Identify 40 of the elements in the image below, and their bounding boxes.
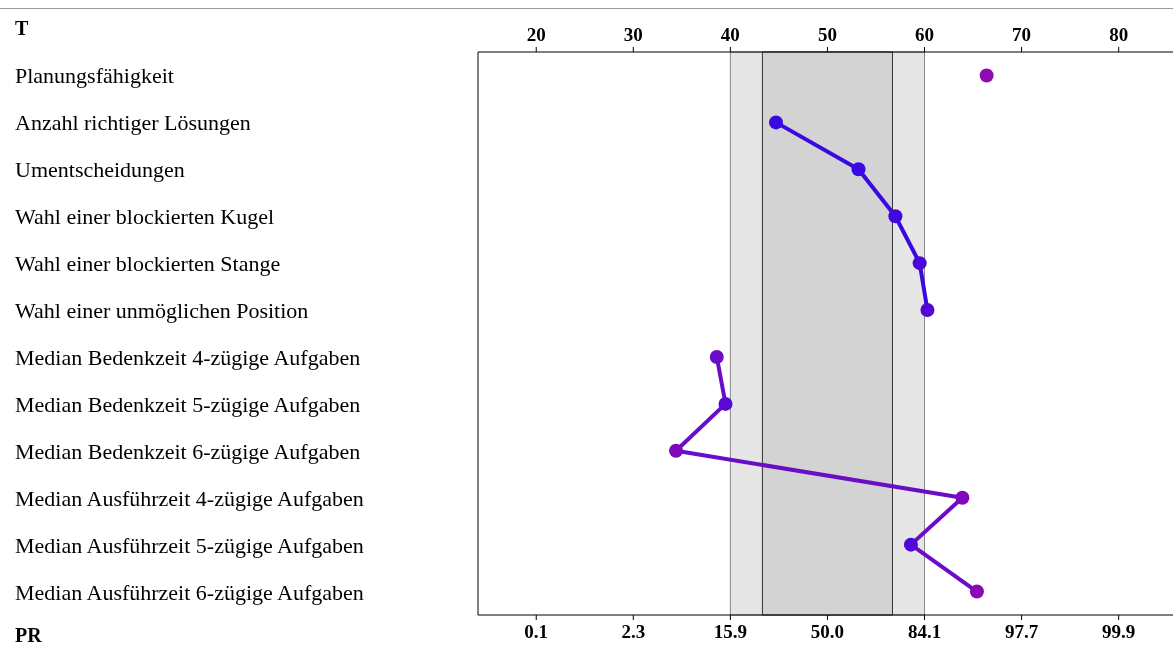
point	[969, 584, 984, 599]
x-tick-label: 40	[720, 24, 740, 45]
point	[920, 303, 935, 318]
y-tick-label: Wahl einer blockierten Stange	[15, 251, 281, 277]
text: 99.9	[1102, 621, 1136, 642]
y-tick-label: Anzahl richtiger Lösungen	[15, 110, 251, 136]
point	[955, 490, 970, 505]
point	[718, 396, 733, 411]
text: 97.7	[1004, 621, 1039, 642]
point	[769, 115, 783, 130]
text: PR	[15, 624, 42, 647]
text: 84.1	[907, 621, 942, 642]
x-tick-label: 60	[915, 24, 935, 45]
point	[851, 162, 866, 177]
text: 0.1	[524, 621, 549, 642]
x-tick-label: 80	[1109, 24, 1129, 45]
y-tick-label: Median Bedenkzeit 5-zügige Aufgaben	[15, 391, 361, 417]
text: 2.3	[621, 621, 646, 642]
text: 15.9	[713, 621, 747, 642]
y-tick-label: Median Ausführzeit 6-zügige Aufgaben	[15, 579, 364, 605]
x-axis-title: T	[15, 17, 29, 40]
point	[669, 443, 684, 458]
point	[888, 209, 903, 224]
y-tick-label: Median Bedenkzeit 6-zügige Aufgaben	[15, 438, 361, 464]
y-tick-label: Wahl einer unmöglichen Position	[15, 298, 309, 324]
y-tick-label: Median Bedenkzeit 4-zügige Aufgaben	[15, 344, 361, 370]
y-tick-label: Median Ausführzeit 4-zügige Aufgaben	[15, 485, 364, 511]
x-tick-label: 70	[1012, 24, 1032, 45]
x-tick-label: 20	[526, 24, 546, 45]
y-tick-label: Median Ausführzeit 5-zügige Aufgaben	[15, 532, 364, 558]
y-tick-label: Planungsfähigkeit	[15, 63, 174, 89]
text: 50.0	[810, 621, 845, 642]
point	[903, 537, 918, 552]
point	[979, 68, 994, 83]
y-tick-label: Umentscheidungen	[15, 157, 185, 183]
point	[709, 349, 724, 364]
y-tick-label: Wahl einer blockierten Kugel	[15, 204, 275, 230]
x-tick-label: 30	[623, 24, 643, 45]
point	[912, 256, 927, 271]
x-tick-label: 50	[817, 24, 837, 45]
